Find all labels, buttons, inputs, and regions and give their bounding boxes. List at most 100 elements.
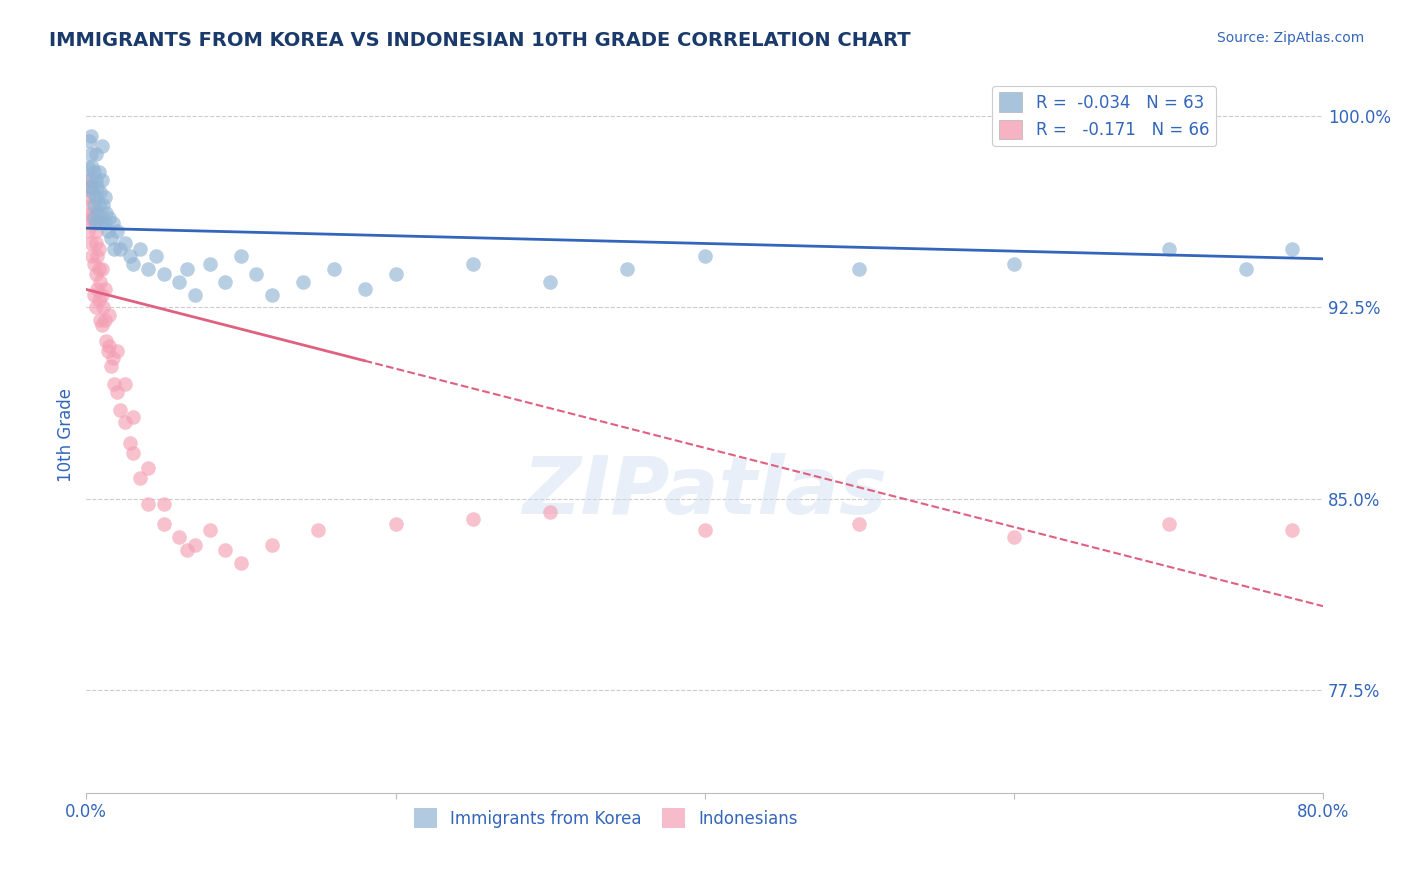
Point bbox=[616, 262, 638, 277]
Point bbox=[105, 224, 128, 238]
Point bbox=[94, 216, 117, 230]
Point bbox=[260, 287, 283, 301]
Point bbox=[100, 359, 122, 373]
Point bbox=[229, 249, 252, 263]
Point bbox=[90, 287, 112, 301]
Point bbox=[83, 216, 105, 230]
Point bbox=[1157, 517, 1180, 532]
Point bbox=[94, 313, 117, 327]
Point bbox=[136, 461, 159, 475]
Point bbox=[83, 257, 105, 271]
Point bbox=[101, 216, 124, 230]
Point bbox=[84, 172, 107, 186]
Point bbox=[83, 198, 105, 212]
Point bbox=[80, 180, 103, 194]
Point bbox=[90, 262, 112, 277]
Point bbox=[693, 249, 716, 263]
Point bbox=[96, 334, 118, 348]
Point bbox=[84, 224, 107, 238]
Point bbox=[86, 180, 108, 194]
Point bbox=[145, 249, 167, 263]
Point bbox=[1281, 523, 1303, 537]
Point bbox=[82, 206, 104, 220]
Point bbox=[94, 190, 117, 204]
Point bbox=[84, 267, 107, 281]
Text: IMMIGRANTS FROM KOREA VS INDONESIAN 10TH GRADE CORRELATION CHART: IMMIGRANTS FROM KOREA VS INDONESIAN 10TH… bbox=[49, 31, 911, 50]
Point bbox=[80, 236, 103, 251]
Point bbox=[86, 206, 108, 220]
Point bbox=[98, 211, 121, 225]
Point bbox=[136, 262, 159, 277]
Legend: Immigrants from Korea, Indonesians: Immigrants from Korea, Indonesians bbox=[406, 802, 804, 834]
Point bbox=[118, 435, 141, 450]
Point bbox=[76, 190, 98, 204]
Point bbox=[103, 242, 125, 256]
Point bbox=[90, 211, 112, 225]
Point bbox=[79, 211, 101, 225]
Point bbox=[86, 249, 108, 263]
Point bbox=[245, 267, 267, 281]
Point bbox=[848, 517, 870, 532]
Point bbox=[121, 410, 143, 425]
Point bbox=[80, 129, 103, 144]
Point bbox=[82, 249, 104, 263]
Point bbox=[1002, 530, 1025, 544]
Point bbox=[100, 231, 122, 245]
Point bbox=[76, 224, 98, 238]
Point bbox=[80, 198, 103, 212]
Point bbox=[353, 282, 375, 296]
Point bbox=[89, 216, 111, 230]
Point bbox=[114, 376, 136, 391]
Point bbox=[121, 446, 143, 460]
Point bbox=[538, 505, 561, 519]
Point bbox=[96, 206, 118, 220]
Point bbox=[98, 308, 121, 322]
Point bbox=[461, 512, 484, 526]
Y-axis label: 10th Grade: 10th Grade bbox=[58, 388, 75, 482]
Point bbox=[176, 543, 198, 558]
Point bbox=[103, 376, 125, 391]
Point bbox=[1002, 257, 1025, 271]
Point bbox=[538, 275, 561, 289]
Point bbox=[76, 160, 98, 174]
Point bbox=[105, 384, 128, 399]
Point bbox=[82, 160, 104, 174]
Point bbox=[118, 249, 141, 263]
Point bbox=[167, 530, 190, 544]
Point bbox=[98, 338, 121, 352]
Point bbox=[101, 351, 124, 366]
Point bbox=[91, 198, 114, 212]
Point bbox=[79, 172, 101, 186]
Point bbox=[87, 262, 110, 277]
Point bbox=[1157, 242, 1180, 256]
Point bbox=[129, 242, 152, 256]
Point bbox=[83, 287, 105, 301]
Point bbox=[461, 257, 484, 271]
Point bbox=[110, 242, 132, 256]
Point bbox=[84, 216, 107, 230]
Point bbox=[214, 543, 236, 558]
Point bbox=[91, 301, 114, 315]
Point bbox=[384, 267, 406, 281]
Point bbox=[90, 139, 112, 153]
Point bbox=[384, 517, 406, 532]
Text: ZIPatlas: ZIPatlas bbox=[522, 453, 887, 532]
Point bbox=[322, 262, 344, 277]
Point bbox=[90, 172, 112, 186]
Point bbox=[183, 538, 205, 552]
Point bbox=[198, 257, 221, 271]
Point bbox=[152, 517, 174, 532]
Point bbox=[83, 211, 105, 225]
Point bbox=[82, 211, 104, 225]
Point bbox=[136, 497, 159, 511]
Point bbox=[79, 172, 101, 186]
Point bbox=[84, 147, 107, 161]
Point bbox=[848, 262, 870, 277]
Point bbox=[87, 293, 110, 307]
Point bbox=[176, 262, 198, 277]
Point bbox=[80, 147, 103, 161]
Point bbox=[89, 275, 111, 289]
Point bbox=[84, 301, 107, 315]
Point bbox=[79, 134, 101, 148]
Point bbox=[94, 282, 117, 296]
